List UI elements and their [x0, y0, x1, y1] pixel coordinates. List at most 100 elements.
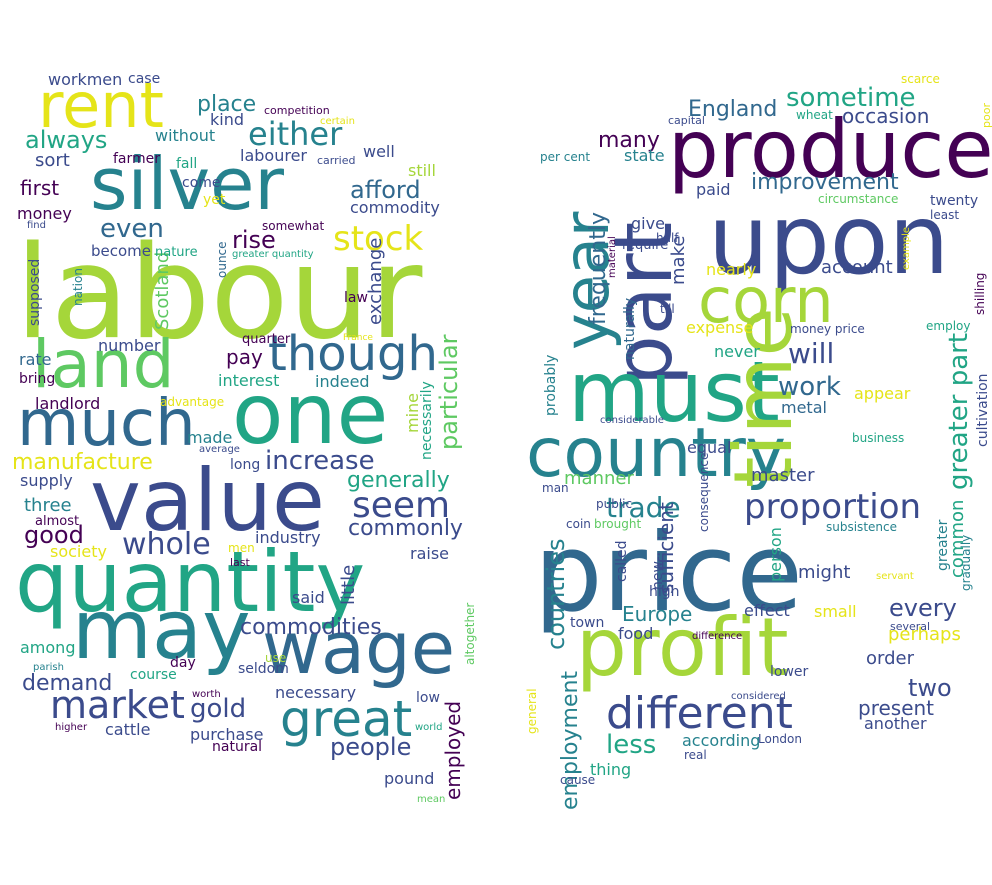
word-rent: rent — [38, 69, 164, 142]
word-greater: greater — [935, 519, 951, 571]
word-general: general — [525, 688, 539, 734]
word-place: place — [197, 92, 257, 117]
word-become: become — [91, 242, 152, 260]
word-greater-part: greater part — [944, 332, 974, 490]
word-require: require — [622, 238, 669, 253]
word-course: course — [130, 667, 177, 683]
word-landlord: landlord — [35, 394, 101, 413]
word-high: high — [649, 584, 680, 600]
word-france: France — [343, 333, 373, 343]
word-higher: higher — [55, 722, 88, 733]
word-profit: profit — [576, 601, 789, 694]
word-must: must — [568, 343, 780, 441]
word-even: even — [100, 214, 164, 244]
word-society: society — [50, 542, 107, 561]
word-farmer: farmer — [113, 151, 161, 167]
word-never: never — [714, 342, 760, 361]
word-many: many — [598, 128, 660, 153]
word-another: another — [864, 714, 927, 733]
word-consequence: consequence — [697, 452, 711, 532]
word-supposed: supposed — [27, 258, 43, 326]
word-expense: expense — [686, 318, 754, 337]
word-considered: considered — [731, 691, 786, 702]
word-produce: produce — [668, 103, 992, 196]
word-demand: demand — [22, 671, 113, 696]
word-necessarily: necessarily — [419, 381, 435, 460]
word-mean: mean — [417, 794, 446, 805]
word-stock: stock — [333, 219, 424, 259]
word-still: still — [408, 161, 436, 180]
word-public: public — [596, 497, 633, 511]
word-give: give — [631, 214, 665, 233]
word-will: will — [788, 337, 835, 370]
word-different: different — [606, 688, 793, 739]
word-cloud-right: price upon produce part must country profit tim… — [496, 0, 992, 885]
word-rise: rise — [232, 226, 276, 254]
word-upon: upon — [708, 184, 950, 296]
word-either: either — [248, 115, 343, 153]
word-silver: silver — [90, 142, 285, 226]
word-work: work — [778, 372, 841, 402]
word-employ: employ — [926, 319, 971, 333]
word-order: order — [866, 648, 914, 669]
word-cause: cause — [560, 773, 596, 787]
word-called: called — [614, 540, 630, 582]
word-one: one — [232, 365, 389, 463]
word-servant: servant — [876, 571, 914, 582]
word-raise: raise — [410, 544, 450, 563]
word-people: people — [330, 733, 412, 761]
word-manufacture: manufacture — [12, 450, 153, 475]
word-may: may — [72, 583, 251, 678]
word-find: find — [27, 220, 46, 231]
word-considerable: considerable — [600, 415, 664, 426]
word-certain: certain — [320, 116, 355, 127]
word-equal: equal — [687, 438, 732, 457]
word-seem: seem — [352, 485, 451, 526]
word-thing: thing — [590, 760, 632, 779]
word-among: among — [20, 638, 76, 657]
word-world: world — [415, 722, 443, 733]
word-supply: supply — [20, 471, 73, 490]
word-workmen: workmen — [48, 70, 123, 89]
word-whole: whole — [122, 527, 211, 562]
word-fall: fall — [176, 156, 198, 172]
word-indeed: indeed — [315, 372, 370, 391]
word-circumstance: circumstance — [818, 192, 899, 206]
word-day: day — [170, 655, 196, 671]
word-made: made — [187, 428, 233, 447]
word-said: said — [292, 588, 325, 607]
word-manner: manner — [564, 468, 634, 489]
word-appear: appear — [854, 384, 911, 403]
word-particular: particular — [435, 334, 463, 450]
word-pound: pound — [384, 769, 435, 788]
word-worth: worth — [192, 689, 221, 700]
word-afford: afford — [350, 176, 421, 204]
word-well: well — [363, 142, 395, 161]
word-effect: effect — [744, 601, 790, 620]
word-rate: rate — [19, 350, 52, 369]
word-corn: corn — [698, 264, 834, 337]
word-master: master — [751, 465, 815, 486]
word-cultivation: cultivation — [975, 373, 991, 447]
word-altogether: altogether — [463, 602, 477, 665]
word-every: every — [889, 594, 957, 622]
word-quarter: quarter — [242, 332, 291, 347]
word-difference: difference — [692, 631, 743, 642]
word-probably: probably — [543, 354, 559, 416]
word-poor: poor — [980, 103, 992, 128]
word-least: least — [930, 208, 960, 222]
word-twenty: twenty — [930, 193, 979, 209]
word-trade: trade — [606, 491, 681, 524]
word-metal: metal — [781, 398, 827, 417]
word-competition: competition — [264, 104, 330, 117]
word-three: three — [24, 495, 72, 516]
word-material: material — [607, 236, 618, 278]
word-several: several — [890, 620, 931, 633]
word-country: country — [526, 414, 787, 493]
word-use: use — [265, 651, 287, 665]
word-england: England — [688, 97, 778, 122]
word-come: come — [182, 175, 221, 191]
word-value: value — [90, 451, 325, 551]
word-without: without — [155, 126, 216, 145]
word-example: example — [901, 226, 912, 270]
